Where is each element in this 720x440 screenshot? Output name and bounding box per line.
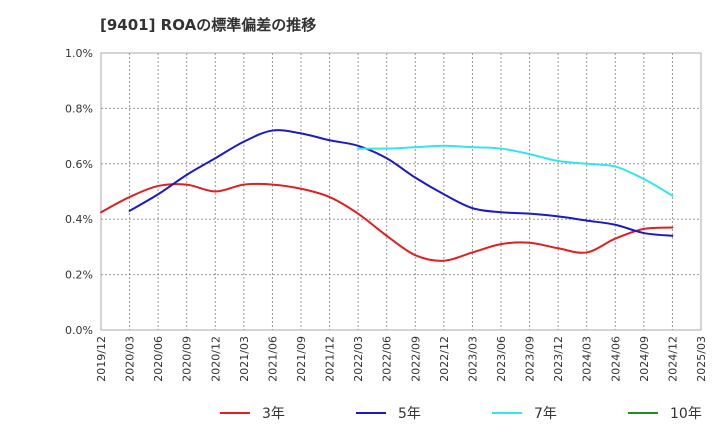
legend-label: 5年 <box>398 406 421 422</box>
x-tick-label: 2022/06 <box>381 336 394 382</box>
y-tick-label: 1.0% <box>65 47 93 60</box>
x-tick-label: 2023/03 <box>466 336 479 382</box>
series-line-3年 <box>100 182 674 262</box>
x-tick-label: 2020/03 <box>124 336 137 382</box>
y-tick-label: 0.4% <box>65 213 93 226</box>
y-tick-label: 0.8% <box>65 102 93 115</box>
x-tick-label: 2022/03 <box>352 336 365 382</box>
x-tick-label: 2024/06 <box>609 336 622 382</box>
series-line-7年 <box>357 144 674 197</box>
y-tick-label: 0.0% <box>65 324 93 337</box>
x-tick-label: 2024/12 <box>666 336 679 382</box>
x-tick-label: 2019/12 <box>95 336 108 382</box>
plot-area <box>100 52 702 331</box>
x-tick-label: 2021/06 <box>266 336 279 382</box>
x-tick-label: 2021/03 <box>238 336 251 382</box>
x-tick-label: 2025/03 <box>695 336 708 382</box>
legend-label: 7年 <box>534 406 557 422</box>
x-tick-label: 2020/09 <box>181 336 194 382</box>
x-tick-label: 2024/09 <box>638 336 651 382</box>
series-line-5年 <box>128 129 674 237</box>
legend-label: 10年 <box>670 406 702 422</box>
x-tick-label: 2023/09 <box>524 336 537 382</box>
y-tick-label: 0.6% <box>65 158 93 171</box>
x-tick-label: 2022/12 <box>438 336 451 382</box>
x-tick-label: 2021/09 <box>295 336 308 382</box>
x-tick-label: 2021/12 <box>324 336 337 382</box>
x-tick-label: 2022/09 <box>409 336 422 382</box>
y-tick-label: 0.2% <box>65 269 93 282</box>
x-tick-label: 2020/12 <box>209 336 222 382</box>
chart-title: [9401] ROAの標準偏差の推移 <box>100 16 317 34</box>
x-tick-label: 2024/03 <box>581 336 594 382</box>
x-tick-label: 2023/06 <box>495 336 508 382</box>
x-tick-label: 2020/06 <box>152 336 165 382</box>
legend-label: 3年 <box>262 406 285 422</box>
x-tick-label: 2023/12 <box>552 336 565 382</box>
